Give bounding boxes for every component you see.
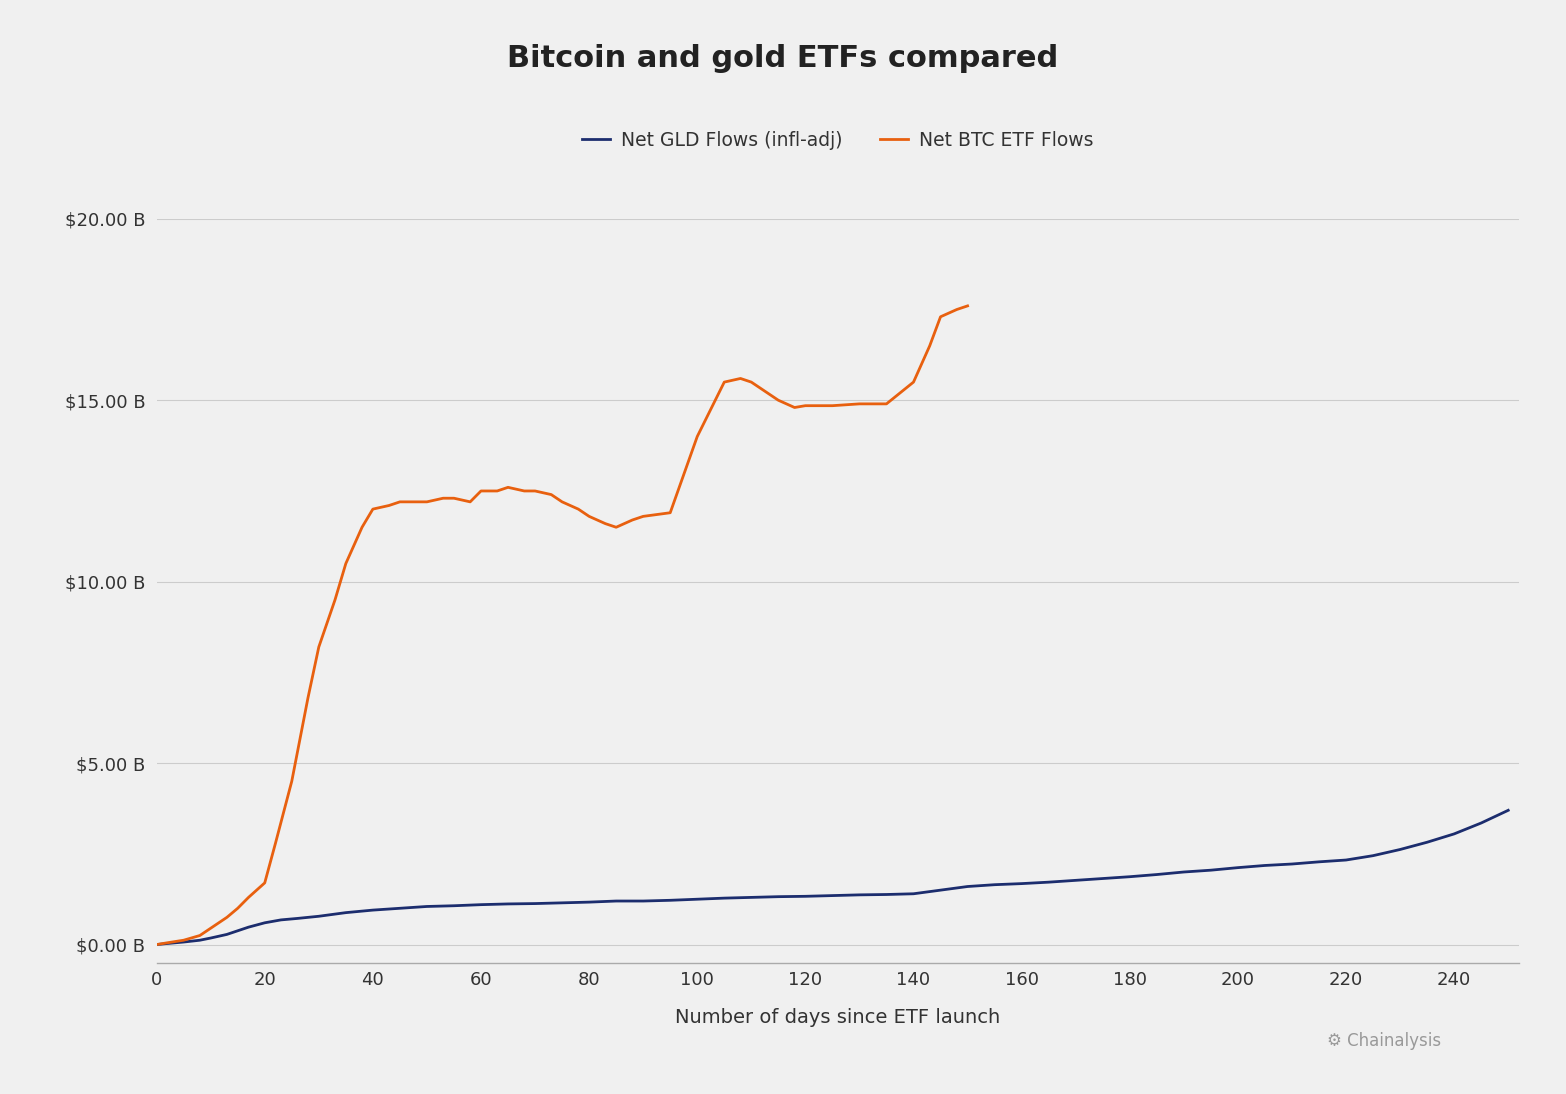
Net BTC ETF Flows — [542, 488, 561, 501]
Net GLD Flows (infl-adj) — [1472, 816, 1491, 829]
Line: Net BTC ETF Flows: Net BTC ETF Flows — [157, 306, 968, 944]
Legend: Net GLD Flows (infl-adj), Net BTC ETF Flows: Net GLD Flows (infl-adj), Net BTC ETF Fl… — [581, 131, 1095, 151]
Net GLD Flows (infl-adj) — [579, 896, 598, 909]
Net GLD Flows (infl-adj) — [147, 938, 166, 951]
Net BTC ETF Flows — [568, 502, 587, 515]
Text: Bitcoin and gold ETFs compared: Bitcoin and gold ETFs compared — [507, 44, 1059, 73]
Net GLD Flows (infl-adj) — [240, 920, 258, 933]
Net GLD Flows (infl-adj) — [1337, 853, 1356, 866]
Net BTC ETF Flows — [579, 510, 598, 523]
Net BTC ETF Flows — [418, 496, 437, 509]
Text: ⚙ Chainalysis: ⚙ Chainalysis — [1326, 1033, 1441, 1050]
Net BTC ETF Flows — [266, 837, 285, 850]
Line: Net GLD Flows (infl-adj): Net GLD Flows (infl-adj) — [157, 811, 1508, 944]
Net BTC ETF Flows — [147, 938, 166, 951]
Net GLD Flows (infl-adj) — [390, 901, 409, 915]
Net GLD Flows (infl-adj) — [310, 910, 329, 923]
Net BTC ETF Flows — [958, 300, 977, 313]
Net GLD Flows (infl-adj) — [1499, 804, 1517, 817]
Net BTC ETF Flows — [634, 510, 653, 523]
X-axis label: Number of days since ETF launch: Number of days since ETF launch — [675, 1009, 1001, 1027]
